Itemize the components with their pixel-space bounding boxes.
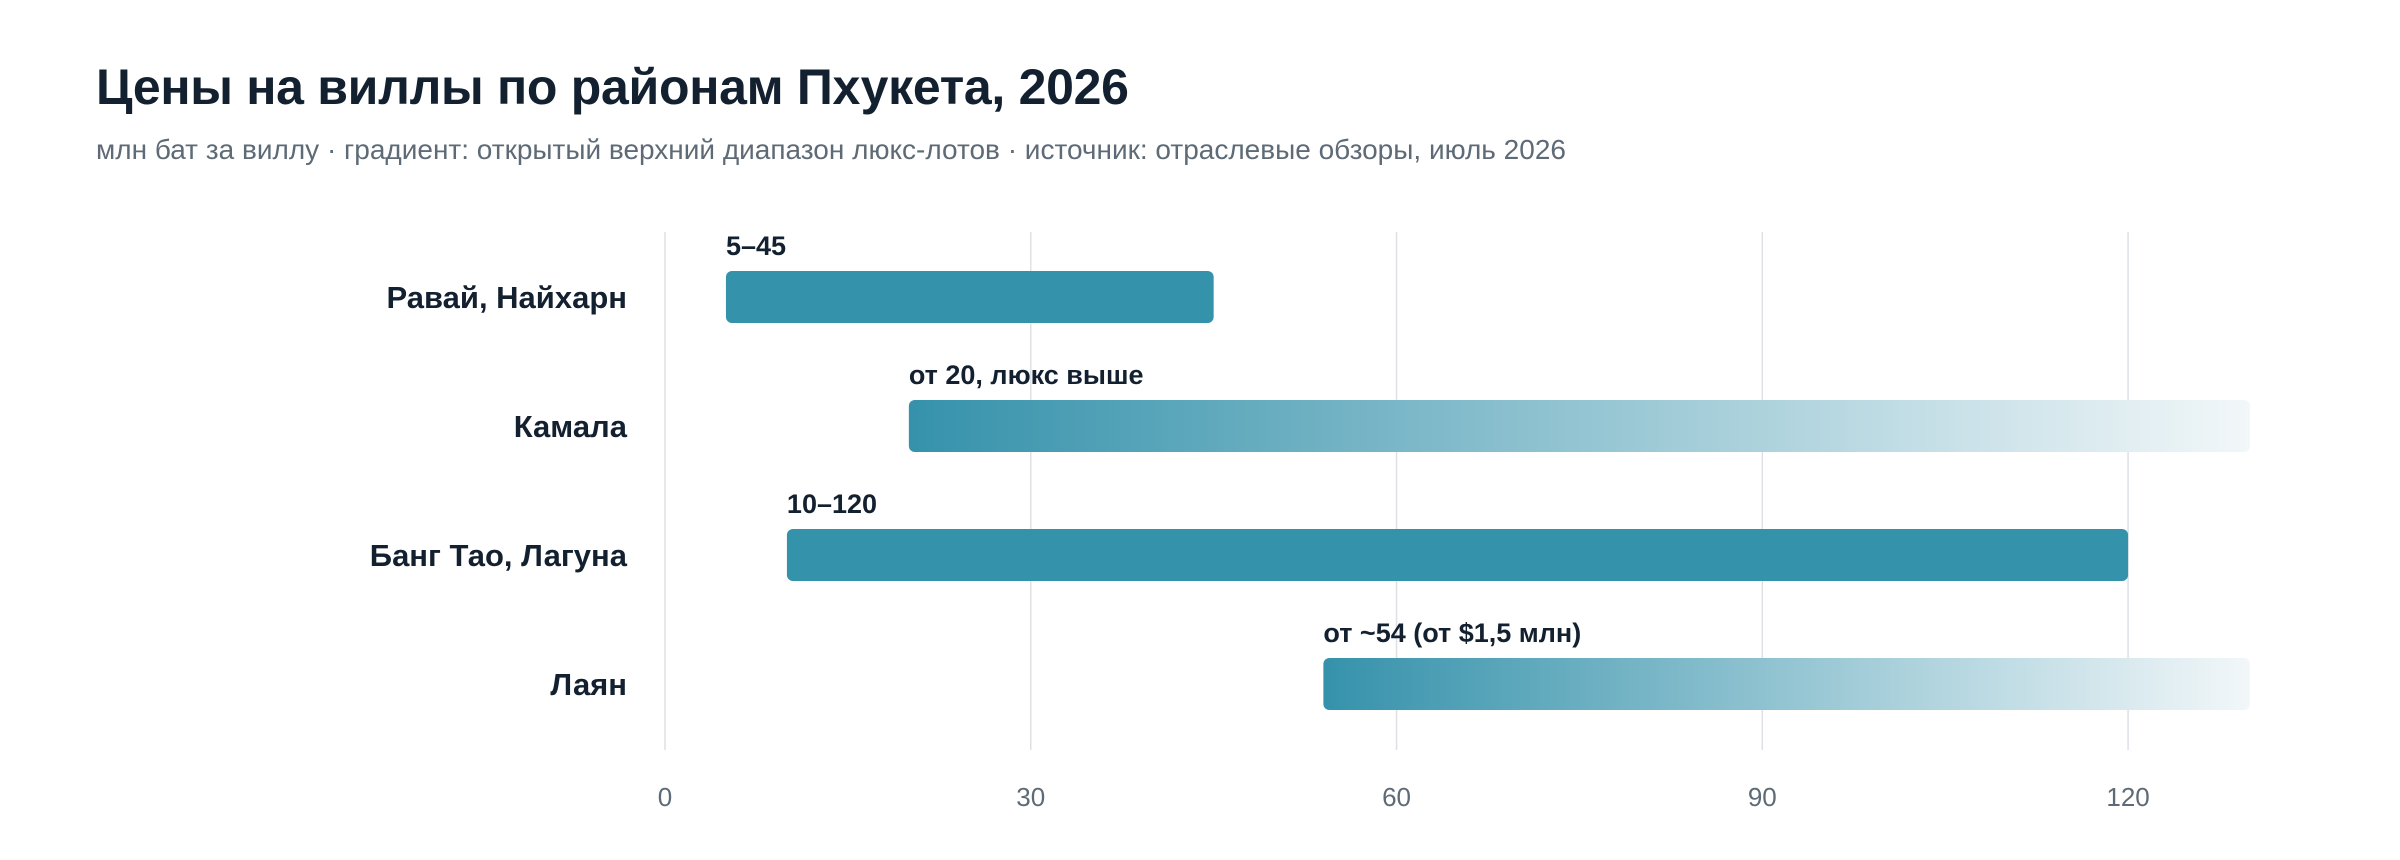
x-tick-label: 60 (1382, 782, 1411, 812)
category-label: Равай, Найхарн (386, 280, 627, 315)
bar-range-label: 5–45 (726, 231, 786, 261)
x-tick-label: 120 (2106, 782, 2149, 812)
chart-title: Цены на виллы по районам Пхукета, 2026 (96, 59, 1129, 115)
x-tick-label: 30 (1016, 782, 1045, 812)
x-tick-label: 0 (658, 782, 672, 812)
x-axis-ticks: 0 30 60 90 120 (658, 782, 2150, 812)
bar-range-label: от ~54 (от $1,5 млн) (1323, 618, 1581, 648)
bar-range-label: от 20, люкс выше (909, 360, 1144, 390)
bar-range-label: 10–120 (787, 489, 877, 519)
range-bar (725, 271, 1214, 323)
range-bar (786, 529, 2129, 581)
category-label: Банг Тао, Лагуна (370, 538, 628, 573)
range-bar (1323, 658, 2250, 710)
x-tick-label: 90 (1748, 782, 1777, 812)
bars (725, 271, 2250, 710)
category-label: Камала (514, 409, 628, 444)
range-bar (908, 400, 2250, 452)
chart-subtitle: млн бат за виллу · градиент: открытый ве… (96, 134, 1566, 165)
category-label: Лаян (550, 667, 627, 702)
labels: Равай, Найхарн 5–45 Камала от 20, люкс выше… (370, 231, 1581, 702)
